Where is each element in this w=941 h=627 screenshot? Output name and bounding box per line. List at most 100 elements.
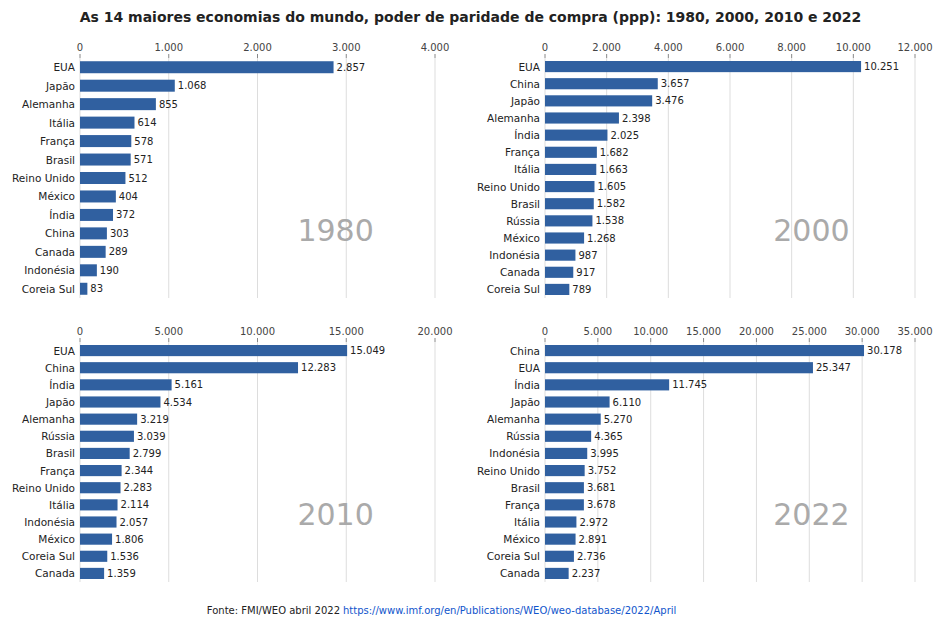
tick-label: 5.000 [584, 326, 613, 337]
tick-mark [606, 54, 607, 58]
title: As 14 maiores economias do mundo, poder … [80, 9, 862, 25]
bar [80, 499, 118, 510]
tick-mark [346, 338, 347, 342]
tick-mark [809, 338, 810, 342]
category-label: Rússia [506, 430, 540, 442]
grid-line [257, 58, 258, 298]
tick-mark [346, 54, 347, 58]
bar [80, 345, 347, 356]
tick-mark [730, 54, 731, 58]
category-label: China [510, 78, 540, 90]
category-label: Canada [35, 246, 75, 258]
bars [80, 61, 334, 295]
chart-root: As 14 maiores economias do mundo, poder … [0, 0, 941, 627]
grid-line [168, 342, 169, 582]
data-label: 2.114 [121, 499, 150, 510]
data-label: 1.536 [110, 551, 139, 562]
data-label: 190 [100, 265, 119, 276]
year-annotation: 2000 [773, 213, 849, 248]
tick-label: 10.000 [836, 42, 871, 53]
category-label: Indonésia [24, 516, 75, 528]
category-label: EUA [518, 61, 540, 73]
tick-mark [168, 54, 169, 58]
data-label: 12.283 [301, 362, 336, 373]
data-label: 512 [128, 173, 147, 184]
bar [545, 568, 569, 579]
data-label: 3.678 [587, 499, 616, 510]
bars [545, 61, 861, 295]
data-label: 2.025 [610, 130, 639, 141]
category-label: Coreia Sul [22, 283, 75, 295]
tick-mark [853, 54, 854, 58]
grid-line [703, 342, 704, 582]
data-label: 578 [134, 136, 153, 147]
bar [80, 431, 134, 442]
category-label: Japão [45, 396, 75, 408]
bar [545, 482, 584, 493]
category-label: Índia [49, 379, 75, 391]
bar [80, 190, 116, 202]
data-label: 4.534 [163, 397, 192, 408]
tick-mark [862, 338, 863, 342]
tick-mark [791, 54, 792, 58]
source-link: https://www.imf.org/en/Publications/WEO/… [343, 605, 676, 616]
data-label: 2.891 [579, 534, 608, 545]
category-label: Coreia Sul [22, 550, 75, 562]
tick-label: 20.000 [418, 326, 453, 337]
tick-mark [915, 54, 916, 58]
data-label: 372 [116, 209, 135, 220]
tick-label: 25.000 [792, 326, 827, 337]
bar [545, 465, 585, 476]
bar [80, 362, 298, 373]
grid-line [597, 342, 598, 582]
data-label: 10.251 [864, 61, 899, 72]
category-label: México [503, 533, 540, 545]
x-axis: 01.0002.0003.0004.000 [77, 42, 450, 298]
tick-label: 35.000 [898, 326, 933, 337]
grid-line [791, 58, 792, 298]
tick-label: 1.000 [154, 42, 183, 53]
panel: 01.0002.0003.0004.0001980EUA2.857Japão1.… [12, 42, 449, 298]
bar [545, 284, 569, 295]
category-label: Reino Unido [12, 172, 75, 184]
labels: EUA15.049China12.283Índia5.161Japão4.534… [12, 345, 385, 580]
bar [545, 448, 587, 459]
data-label: 1.605 [597, 181, 626, 192]
category-label: México [38, 190, 75, 202]
data-label: 3.752 [588, 465, 617, 476]
tick-label: 15.000 [686, 326, 721, 337]
category-label: França [505, 499, 540, 511]
category-label: Brasil [46, 154, 75, 166]
bar [80, 98, 156, 110]
data-label: 3.476 [655, 95, 684, 106]
data-label: 303 [110, 228, 129, 239]
grid-line [168, 58, 169, 298]
tick-label: 10.000 [633, 326, 668, 337]
data-label: 2.736 [577, 551, 606, 562]
data-label: 3.219 [140, 414, 169, 425]
data-label: 2.344 [125, 465, 154, 476]
bar [80, 227, 107, 239]
tick-label: 8.000 [777, 42, 806, 53]
data-label: 3.657 [661, 78, 690, 89]
bar [80, 448, 130, 459]
category-label: Indonésia [489, 249, 540, 261]
bar [80, 209, 113, 221]
data-label: 5.270 [604, 414, 633, 425]
bar [545, 147, 597, 158]
category-label: México [503, 232, 540, 244]
bar [545, 95, 652, 106]
tick-mark [545, 338, 546, 342]
data-label: 2.283 [124, 482, 153, 493]
bar [80, 135, 131, 147]
data-label: 5.161 [175, 379, 204, 390]
category-label: Itália [49, 499, 75, 511]
grid-line [80, 342, 81, 582]
data-label: 855 [159, 99, 178, 110]
panel: 05.00010.00015.00020.0002010EUA15.049Chi… [12, 326, 452, 582]
tick-label: 0 [77, 42, 83, 53]
grid-line [915, 342, 916, 582]
bars [80, 345, 347, 579]
category-label: França [40, 465, 75, 477]
grid-line [862, 342, 863, 582]
